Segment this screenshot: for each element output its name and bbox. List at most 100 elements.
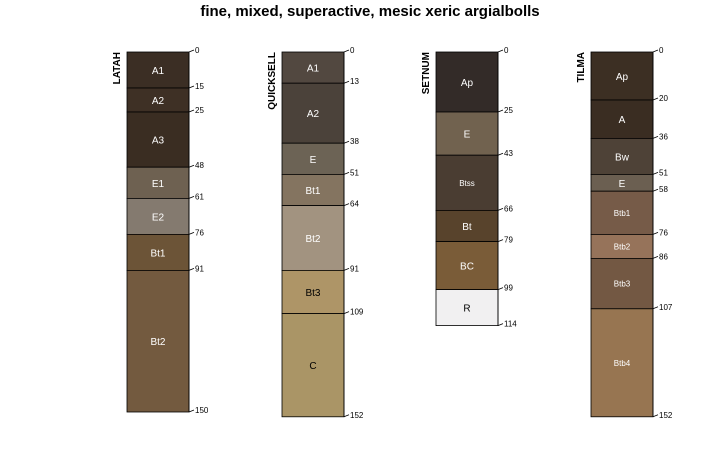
horizon-label: Bt2 bbox=[305, 234, 320, 245]
horizon-label: E bbox=[619, 179, 626, 190]
horizon-label: E2 bbox=[152, 212, 165, 223]
horizon-label: Btb3 bbox=[614, 280, 631, 289]
depth-tick bbox=[497, 323, 504, 326]
depth-tick-label: 64 bbox=[350, 200, 359, 209]
horizon-tilma-a bbox=[590, 99, 654, 139]
horizon-label: Ap bbox=[616, 72, 629, 83]
depth-tick bbox=[343, 268, 350, 271]
depth-tick bbox=[497, 152, 504, 156]
profile-name-latah: LATAH bbox=[112, 52, 123, 84]
horizon-label: Bt1 bbox=[305, 186, 320, 197]
depth-tick bbox=[652, 232, 659, 235]
depth-tick bbox=[188, 196, 195, 199]
horizon-label: BC bbox=[460, 262, 474, 273]
horizon-label: A3 bbox=[152, 136, 165, 147]
depth-tick bbox=[652, 188, 659, 192]
horizon-latah-bt2 bbox=[126, 269, 190, 413]
depth-tick-label: 91 bbox=[195, 264, 204, 273]
horizon-tilma-btb4 bbox=[590, 308, 654, 418]
horizon-quicksell-a2 bbox=[281, 82, 345, 144]
profile-name-setnum: SETNUM bbox=[421, 52, 432, 94]
depth-tick-label: 99 bbox=[504, 284, 513, 293]
depth-tick-label: 152 bbox=[350, 411, 364, 420]
profile-quicksell: QUICKSELL A1 A2 E Bt1 Bt2 Bt3 C 0 13 38 51 64 91 109 15… bbox=[267, 46, 364, 420]
horizon-label: Bt3 bbox=[305, 288, 320, 299]
depth-tick bbox=[497, 239, 504, 242]
horizon-label: A bbox=[619, 115, 626, 126]
horizon-label: A1 bbox=[152, 66, 165, 77]
depth-tick bbox=[188, 268, 195, 271]
horizon-label: E bbox=[464, 130, 471, 141]
depth-tick bbox=[188, 109, 195, 113]
horizon-label: Btb1 bbox=[614, 209, 631, 218]
profile-setnum: SETNUM Ap E Btss Bt BC R 0 25 43 66 79 99 114 bbox=[421, 46, 517, 329]
depth-tick bbox=[343, 311, 350, 314]
depth-tick bbox=[652, 49, 659, 53]
depth-tick bbox=[497, 287, 504, 290]
depth-tick-label: 20 bbox=[659, 94, 668, 103]
horizon-setnum-ap bbox=[435, 51, 499, 113]
depth-tick bbox=[188, 164, 195, 168]
depth-tick-label: 43 bbox=[504, 149, 513, 158]
horizon-label: Bt bbox=[462, 222, 472, 233]
depth-tick-label: 58 bbox=[659, 185, 668, 194]
depth-tick bbox=[652, 172, 659, 175]
horizon-label: Bt2 bbox=[150, 337, 165, 348]
profile-latah: LATAH A1 A2 A3 E1 E2 Bt1 Bt2 0 15 25 48 61 76 91 150 bbox=[112, 46, 209, 415]
depth-tick-label: 51 bbox=[350, 168, 359, 177]
horizon-label: Btss bbox=[459, 179, 475, 188]
horizon-tilma-btb1 bbox=[590, 190, 654, 235]
depth-tick-label: 109 bbox=[350, 308, 364, 317]
depth-tick bbox=[652, 256, 659, 259]
depth-tick-label: 76 bbox=[659, 228, 668, 237]
horizon-label: Btb4 bbox=[614, 359, 631, 368]
horizon-tilma-bw bbox=[590, 137, 654, 175]
depth-tick bbox=[343, 140, 350, 144]
depth-tick bbox=[343, 172, 350, 175]
profiles-group: LATAH A1A2A3E1E2Bt1Bt20152548617691150QUI… bbox=[112, 46, 673, 420]
horizon-setnum-bt bbox=[435, 209, 499, 242]
horizon-tilma-btb3 bbox=[590, 257, 654, 310]
depth-tick-label: 15 bbox=[195, 82, 204, 91]
horizon-latah-a1 bbox=[126, 51, 190, 89]
horizon-label: Bt1 bbox=[150, 248, 165, 259]
horizon-label: A1 bbox=[307, 64, 320, 75]
horizon-label: A2 bbox=[152, 96, 165, 107]
depth-tick-label: 25 bbox=[504, 106, 513, 115]
depth-tick bbox=[343, 80, 350, 84]
depth-tick-label: 91 bbox=[350, 264, 359, 273]
horizon-label: R bbox=[463, 304, 470, 315]
horizon-label: E1 bbox=[152, 179, 165, 190]
depth-tick bbox=[343, 414, 350, 418]
depth-tick-label: 25 bbox=[195, 106, 204, 115]
depth-tick-label: 152 bbox=[659, 411, 673, 420]
depth-tick-label: 61 bbox=[195, 192, 204, 201]
horizon-label: Bw bbox=[615, 152, 630, 163]
depth-tick-label: 13 bbox=[350, 77, 359, 86]
chart-title: fine, mixed, superactive, mesic xeric ar… bbox=[200, 3, 539, 20]
depth-tick bbox=[497, 49, 504, 53]
depth-tick-label: 86 bbox=[659, 252, 668, 261]
horizon-quicksell-bt2 bbox=[281, 205, 345, 271]
horizon-quicksell-e bbox=[281, 142, 345, 175]
horizon-tilma-ap bbox=[590, 51, 654, 101]
depth-tick-label: 0 bbox=[195, 46, 200, 55]
horizon-label: Ap bbox=[461, 78, 474, 89]
depth-tick bbox=[343, 49, 350, 53]
depth-tick-label: 0 bbox=[350, 46, 355, 55]
horizon-quicksell-c bbox=[281, 313, 345, 418]
depth-tick bbox=[652, 306, 659, 310]
profile-tilma: TILMA Ap A Bw E Btb1 Btb2 Btb3 Btb4 0 20 36 51 58 76 86… bbox=[576, 46, 673, 420]
horizon-setnum-e bbox=[435, 111, 499, 156]
horizon-label: Btb2 bbox=[614, 242, 631, 251]
horizon-label: C bbox=[309, 361, 316, 372]
depth-tick bbox=[652, 414, 659, 418]
profile-name-tilma: TILMA bbox=[576, 52, 587, 83]
depth-tick bbox=[497, 109, 504, 113]
depth-tick bbox=[652, 97, 659, 101]
horizon-quicksell-bt1 bbox=[281, 173, 345, 206]
depth-tick-label: 36 bbox=[659, 132, 668, 141]
depth-tick-label: 38 bbox=[350, 137, 359, 146]
depth-tick bbox=[188, 85, 195, 89]
